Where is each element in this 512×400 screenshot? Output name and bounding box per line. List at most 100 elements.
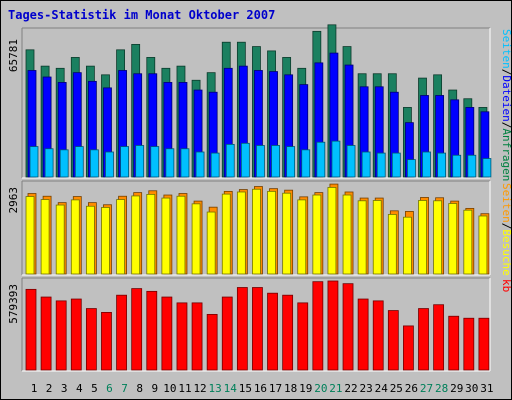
seiten-bar: [301, 149, 311, 178]
kb-bar: [372, 300, 384, 371]
besuche-bar: [267, 190, 276, 275]
x-tick-label: 16: [254, 382, 267, 395]
x-tick-label: 3: [61, 382, 68, 395]
besuche-bar: [70, 199, 80, 275]
kb-bar: [387, 310, 399, 371]
seiten-bar: [195, 151, 205, 178]
seiten-bar: [44, 148, 54, 178]
x-tick-label: 5: [91, 382, 98, 395]
kb-bar: [146, 290, 158, 371]
seiten-bar: [150, 146, 160, 178]
panel-1-legend: Seiten/Dateien/Anfragen: [500, 29, 511, 181]
x-tick-label: 12: [193, 382, 206, 395]
legend-entry: Seiten: [500, 29, 511, 69]
besuche-bar: [191, 203, 201, 275]
seiten-bar: [407, 159, 416, 178]
kb-bar: [297, 302, 309, 371]
x-tick-label: 10: [163, 382, 176, 395]
kb-bar: [342, 283, 354, 371]
seiten-bar: [346, 145, 356, 178]
legend-entry: Seiten: [500, 183, 511, 223]
seiten-bar: [271, 145, 280, 178]
besuche-bar: [433, 200, 443, 275]
seiten-bar: [376, 152, 386, 178]
panel-3-ymax-label: 579393: [7, 284, 20, 324]
seiten-bar: [165, 148, 175, 178]
x-tick-label: 6: [106, 382, 113, 395]
seiten-bar: [361, 151, 371, 178]
x-tick-label: 11: [178, 382, 191, 395]
besuche-bar: [176, 195, 186, 275]
legend-separator: /: [500, 223, 511, 230]
seiten-bar: [59, 149, 69, 178]
kb-bar: [252, 287, 263, 371]
kb-bar: [463, 317, 475, 371]
seiten-bar: [286, 146, 296, 178]
x-tick-label: 13: [209, 382, 222, 395]
seiten-bar: [240, 142, 250, 178]
x-tick-label: 25: [390, 382, 403, 395]
panel-1-ymax-label: 65781: [7, 39, 20, 72]
x-tick-label: 7: [121, 382, 128, 395]
legend-entry: kb: [500, 279, 511, 292]
kb-bar: [191, 302, 203, 371]
besuche-bar: [418, 200, 427, 275]
besuche-bar: [55, 204, 65, 275]
kb-bar: [312, 281, 324, 371]
x-tick-label: 20: [314, 382, 327, 395]
x-tick-label: 18: [284, 382, 297, 395]
kb-bar: [418, 308, 429, 371]
panel-2-ymax-label: 2963: [7, 187, 20, 214]
kb-bar: [40, 296, 52, 371]
seiten-bar: [482, 158, 492, 178]
besuche-bar: [372, 200, 382, 275]
x-tick-label: 24: [375, 382, 389, 395]
panel-3-legend: kb: [500, 279, 511, 292]
kb-bar: [267, 292, 278, 371]
legend-entry: Anfragen: [500, 128, 511, 181]
besuche-bar: [85, 205, 95, 275]
kb-bar: [433, 304, 445, 371]
besuche-bar: [116, 199, 125, 275]
seiten-bar: [391, 152, 401, 178]
kb-bar: [116, 294, 127, 371]
besuche-bar: [282, 192, 292, 275]
x-tick-label: 23: [360, 382, 373, 395]
x-tick-label: 31: [480, 382, 493, 395]
seiten-bar: [422, 151, 431, 178]
besuche-bar: [342, 194, 352, 275]
kb-bar: [70, 298, 82, 371]
besuche-bar: [478, 215, 488, 275]
seiten-bar: [210, 152, 220, 178]
besuche-bar: [146, 194, 156, 275]
seiten-bar: [467, 154, 477, 178]
chart-title: Tages-Statistik im Monat Oktober 2007: [8, 8, 276, 22]
seiten-bar: [316, 141, 326, 178]
besuche-bar: [448, 203, 458, 275]
x-tick-label: 26: [405, 382, 418, 395]
kb-bar: [161, 296, 173, 371]
seiten-bar: [74, 146, 84, 178]
kb-bar: [55, 300, 67, 371]
besuche-bar: [161, 197, 171, 275]
kb-bar: [448, 315, 460, 371]
besuche-bar: [327, 187, 337, 275]
x-tick-label: 21: [329, 382, 342, 395]
x-tick-label: 19: [299, 382, 312, 395]
besuche-bar: [297, 199, 307, 275]
seiten-bar: [180, 148, 190, 178]
besuche-bar: [236, 191, 246, 275]
kb-bar: [478, 317, 490, 371]
x-tick-label: 30: [465, 382, 478, 395]
x-tick-label: 29: [450, 382, 463, 395]
besuche-bar: [40, 199, 50, 275]
x-tick-label: 4: [76, 382, 83, 395]
besuche-bar: [25, 196, 35, 275]
legend-entry: Besuche: [500, 229, 511, 275]
x-tick-label: 8: [136, 382, 143, 395]
seiten-bar: [120, 146, 129, 178]
x-tick-label: 1: [31, 382, 38, 395]
seiten-bar: [331, 140, 341, 178]
